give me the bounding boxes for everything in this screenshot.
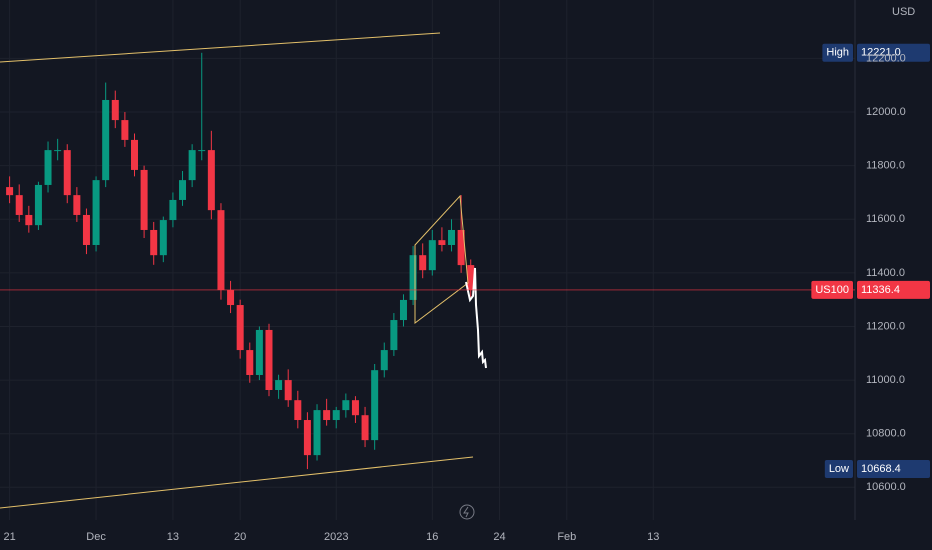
wedge [414,194,469,325]
x-tick-label: 2023 [324,531,348,543]
candle-body [6,187,14,196]
candle-body [150,229,158,256]
candle-body [390,320,398,351]
price-labels: High 12221.0 US100 11336.4 Low 10668.4 [0,43,930,478]
candle-body [409,255,417,300]
candle-body [332,410,340,421]
x-tick-label: 13 [647,531,659,543]
candle-body [303,420,311,456]
candle-body [15,195,23,215]
y-tick-label: 10800.0 [866,428,906,440]
candle-body [371,370,379,441]
candle-body [111,99,119,121]
candle-body [188,150,196,181]
price-name: High [826,47,849,59]
price-badge [857,459,930,478]
candle-body [102,99,110,181]
candle-body [140,169,148,230]
icon[interactable] [459,504,475,520]
candle-body [419,255,427,271]
candle-body [130,139,138,170]
x-tick-label: Feb [557,531,576,543]
candle-body [467,265,475,291]
candle-body [25,214,33,226]
trend-line [0,32,441,63]
candle-body [284,380,292,401]
candle-body [63,150,71,196]
y-tick-label: 12200.0 [866,52,906,64]
projection [465,267,487,369]
candle-body [121,120,129,140]
candle-body [265,329,273,390]
price-badge [857,280,930,299]
candle-body [73,195,81,215]
candle-body [159,220,167,256]
name-badge [824,459,853,478]
name-badge [811,280,853,299]
candle-body [179,180,187,200]
x-tick-label: 16 [426,531,438,543]
candle-body [448,229,456,245]
trend-line [0,456,474,509]
candle-body [34,184,42,226]
candle-body [380,350,388,371]
candle-body [207,150,215,211]
candle-body [313,410,321,456]
currency: USD [892,6,915,18]
candle-body [323,410,331,421]
y-tick-label: 11800.0 [866,160,905,172]
candle-body [294,400,302,421]
name-badge [822,43,853,62]
price-value: 11336.4 [861,284,900,296]
price-name: US100 [815,284,849,296]
y-tick-label: 12000.0 [866,106,906,118]
candle-body [236,305,244,351]
candle-body [198,150,206,152]
y-tick-label: 11400.0 [866,267,905,279]
candle-body [438,240,446,245]
candle-body [44,150,52,185]
candle-body [428,240,436,271]
price-name: Low [829,463,849,475]
price-value: 12221.0 [861,47,901,59]
candle-body [82,214,90,245]
x-tick-label: 13 [167,531,179,543]
candle-body [217,210,225,291]
candle-body [361,415,369,441]
y-tick-label: 11000.0 [866,374,905,386]
icon-bolt [463,506,469,518]
x-tick-label: Dec [86,531,106,543]
candle-body [54,150,62,152]
x-tick-label: 21 [3,531,15,543]
candle-body [246,350,254,375]
x-tick-label: 24 [493,531,505,543]
price-badge [857,43,930,62]
y-tick-label: 11200.0 [866,320,905,332]
candle-body [351,400,359,416]
x-tick-label: 20 [234,531,246,543]
candle-body [342,400,350,411]
candle-body [255,329,263,375]
candle-body [227,290,235,306]
y-tick-label: 10600.0 [866,481,906,493]
candles [6,52,475,470]
candle-body [275,380,283,390]
candle-body [169,199,177,221]
candle-body [457,229,465,266]
y-tick-label: 11600.0 [866,213,905,225]
price-value: 10668.4 [861,463,901,475]
candle-body [399,299,407,321]
candle-body [92,180,100,245]
